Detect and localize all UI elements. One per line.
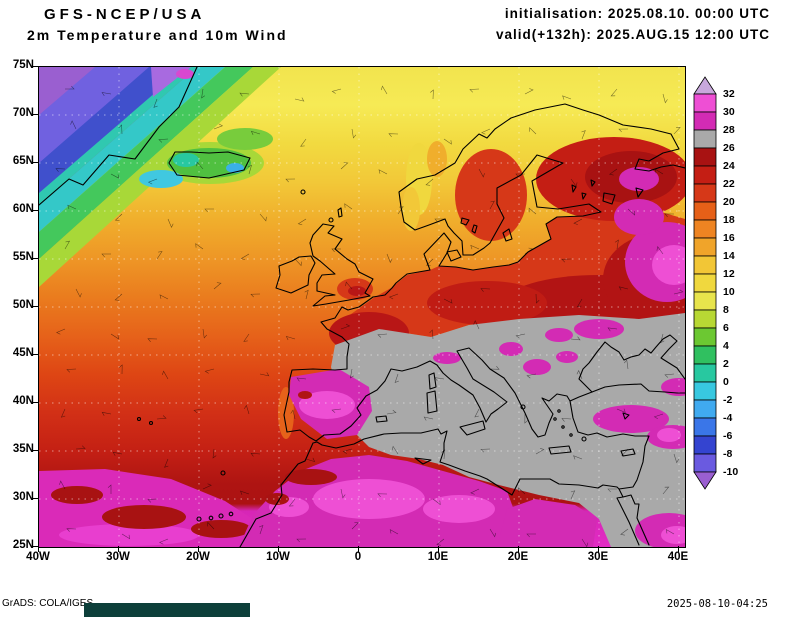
lon-label: 20W: [186, 551, 210, 563]
colorbar-label: 26: [723, 142, 735, 154]
colorbar-label: 18: [723, 214, 735, 226]
lon-label: 10W: [266, 551, 290, 563]
colorbar-label: 28: [723, 124, 735, 136]
lat-tick: [32, 450, 38, 451]
lat-tick: [32, 546, 38, 547]
colorbar-label: 4: [723, 340, 729, 352]
colorbar-label: 24: [723, 160, 735, 172]
init-time-label: initialisation: 2025.08.10. 00:00 UTC: [504, 6, 770, 21]
colorbar-label: 22: [723, 178, 735, 190]
lat-tick: [32, 498, 38, 499]
lon-tick: [118, 546, 119, 552]
lon-label: 40W: [26, 551, 50, 563]
lat-tick: [32, 210, 38, 211]
lat-label: 65N: [12, 155, 34, 167]
lon-tick: [278, 546, 279, 552]
valid-time-label: valid(+132h): 2025.AUG.15 12:00 UTC: [496, 27, 770, 42]
lat-label: 50N: [12, 299, 34, 311]
lon-label: 0: [354, 551, 362, 563]
colorbar-label: -4: [723, 412, 733, 424]
map-area: [38, 66, 686, 548]
lat-label: 45N: [12, 347, 34, 359]
colorbar-label: 8: [723, 304, 729, 316]
lon-tick: [518, 546, 519, 552]
colorbar-label: 6: [723, 322, 729, 334]
wind-barbs: [55, 85, 684, 547]
colorbar-label: 10: [723, 286, 735, 298]
lon-label: 20E: [507, 551, 529, 563]
colorbar-label: 20: [723, 196, 735, 208]
colorbar: [693, 76, 717, 490]
model-title: GFS-NCEP/USA: [44, 6, 206, 23]
colorbar-label: 12: [723, 268, 735, 280]
colorbar-label: -8: [723, 448, 733, 460]
lon-label: 10E: [427, 551, 449, 563]
lon-tick: [198, 546, 199, 552]
lon-label: 30E: [587, 551, 609, 563]
colorbar-label: 30: [723, 106, 735, 118]
lat-tick: [32, 402, 38, 403]
field-title: 2m Temperature and 10m Wind: [27, 27, 288, 43]
lat-tick: [32, 354, 38, 355]
lat-label: 70N: [12, 107, 34, 119]
bottom-dark-bar: [84, 603, 250, 617]
coastlines: [39, 67, 685, 547]
lat-tick: [32, 258, 38, 259]
lon-tick: [38, 546, 39, 552]
lon-tick: [438, 546, 439, 552]
lat-label: 75N: [12, 59, 34, 71]
colorbar-label: -10: [723, 466, 739, 478]
lon-tick: [678, 546, 679, 552]
lat-tick: [32, 114, 38, 115]
lon-label: 40E: [667, 551, 689, 563]
lon-tick: [598, 546, 599, 552]
lat-label: 25N: [12, 539, 34, 551]
colorbar-label: 2: [723, 358, 729, 370]
lat-label: 35N: [12, 443, 34, 455]
colorbar-label: 0: [723, 376, 729, 388]
lat-label: 55N: [12, 251, 34, 263]
colorbar-label: 16: [723, 232, 735, 244]
lat-label: 40N: [12, 395, 34, 407]
colorbar-label: -6: [723, 430, 733, 442]
colorbar-label: -2: [723, 394, 733, 406]
lat-label: 60N: [12, 203, 34, 215]
lat-label: 30N: [12, 491, 34, 503]
creation-timestamp: 2025-08-10-04:25: [666, 598, 768, 610]
lon-label: 30W: [106, 551, 130, 563]
lat-tick: [32, 162, 38, 163]
lon-tick: [358, 546, 359, 552]
temperature-map: [39, 67, 685, 547]
colorbar-label: 32: [723, 88, 735, 100]
colorbar-label: 14: [723, 250, 735, 262]
lat-tick: [32, 66, 38, 67]
grads-credit: GrADS: COLA/IGES: [2, 598, 94, 609]
lat-tick: [32, 306, 38, 307]
